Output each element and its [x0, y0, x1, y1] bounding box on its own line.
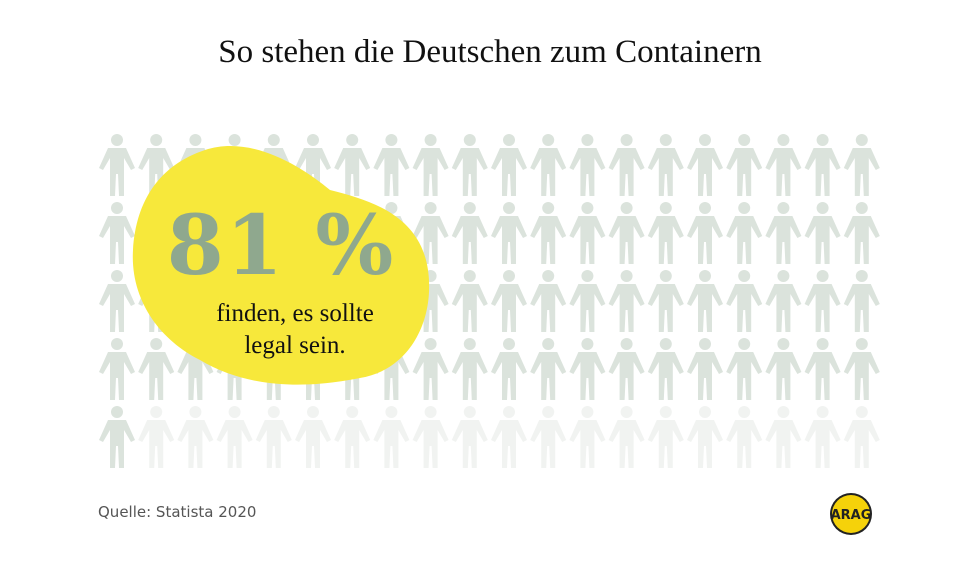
person-icon [765, 202, 802, 264]
person-icon [334, 406, 371, 468]
person-icon [491, 406, 527, 468]
person-icon [608, 406, 645, 468]
person-icon [647, 406, 684, 468]
person-icon [608, 270, 645, 332]
person-icon [530, 134, 567, 196]
person-icon [687, 338, 723, 400]
source-note: Quelle: Statista 2020 [98, 503, 257, 521]
person-icon [451, 406, 488, 468]
person-icon [138, 338, 175, 400]
person-icon [491, 134, 527, 196]
person-icon [843, 134, 880, 196]
person-icon [843, 338, 880, 400]
person-icon [726, 270, 763, 332]
person-icon [726, 406, 763, 468]
person-icon [687, 270, 723, 332]
caption-line-1: finden, es sollte [216, 300, 374, 327]
person-icon [99, 406, 135, 468]
person-icon [843, 270, 880, 332]
person-icon [647, 202, 684, 264]
person-icon [412, 202, 449, 264]
person-icon [804, 338, 841, 400]
person-icon [726, 338, 763, 400]
stat-value: 81 % [166, 198, 396, 294]
person-icon [491, 270, 527, 332]
person-icon [451, 134, 488, 196]
person-icon [843, 406, 880, 468]
person-icon [804, 270, 841, 332]
person-icon [569, 406, 606, 468]
person-icon [177, 406, 214, 468]
person-icon [765, 406, 802, 468]
person-icon [804, 406, 841, 468]
person-icon [216, 406, 253, 468]
person-icon [451, 202, 488, 264]
person-icon [530, 202, 567, 264]
person-icon [530, 270, 567, 332]
person-icon [138, 134, 175, 196]
person-icon [569, 202, 606, 264]
person-icon [843, 202, 880, 264]
person-icon [138, 406, 175, 468]
person-icon [765, 270, 802, 332]
person-icon [530, 338, 567, 400]
person-icon [608, 338, 645, 400]
person-icon [451, 338, 488, 400]
person-icon [412, 134, 449, 196]
stat-caption: finden, es sollte legal sein. [170, 298, 420, 362]
person-icon [99, 202, 135, 264]
person-icon [491, 202, 527, 264]
person-icon [99, 134, 135, 196]
person-icon [295, 134, 331, 196]
person-icon [569, 338, 606, 400]
person-icon [491, 338, 527, 400]
person-icon [373, 134, 410, 196]
person-icon [451, 270, 488, 332]
person-icon [569, 134, 606, 196]
person-icon [804, 134, 841, 196]
person-icon [412, 338, 449, 400]
person-icon [687, 134, 723, 196]
caption-line-2: legal sein. [244, 332, 346, 359]
person-icon [647, 134, 684, 196]
page-title: So stehen die Deutschen zum Containern [218, 34, 762, 70]
person-icon [687, 202, 723, 264]
person-icon [530, 406, 567, 468]
person-icon [726, 202, 763, 264]
person-icon [608, 134, 645, 196]
person-icon [99, 338, 135, 400]
person-icon [569, 270, 606, 332]
person-icon [647, 338, 684, 400]
person-icon [765, 134, 802, 196]
person-icon [687, 406, 723, 468]
person-icon [804, 202, 841, 264]
logo-text: ARAG [831, 508, 872, 523]
person-icon [99, 270, 135, 332]
person-icon [608, 202, 645, 264]
person-icon [295, 406, 331, 468]
arag-logo: ARAG [830, 493, 872, 535]
person-icon [412, 406, 449, 468]
person-icon [334, 134, 371, 196]
person-icon [255, 406, 292, 468]
person-icon [373, 406, 410, 468]
person-icon [765, 338, 802, 400]
person-icon [647, 270, 684, 332]
person-icon [726, 134, 763, 196]
